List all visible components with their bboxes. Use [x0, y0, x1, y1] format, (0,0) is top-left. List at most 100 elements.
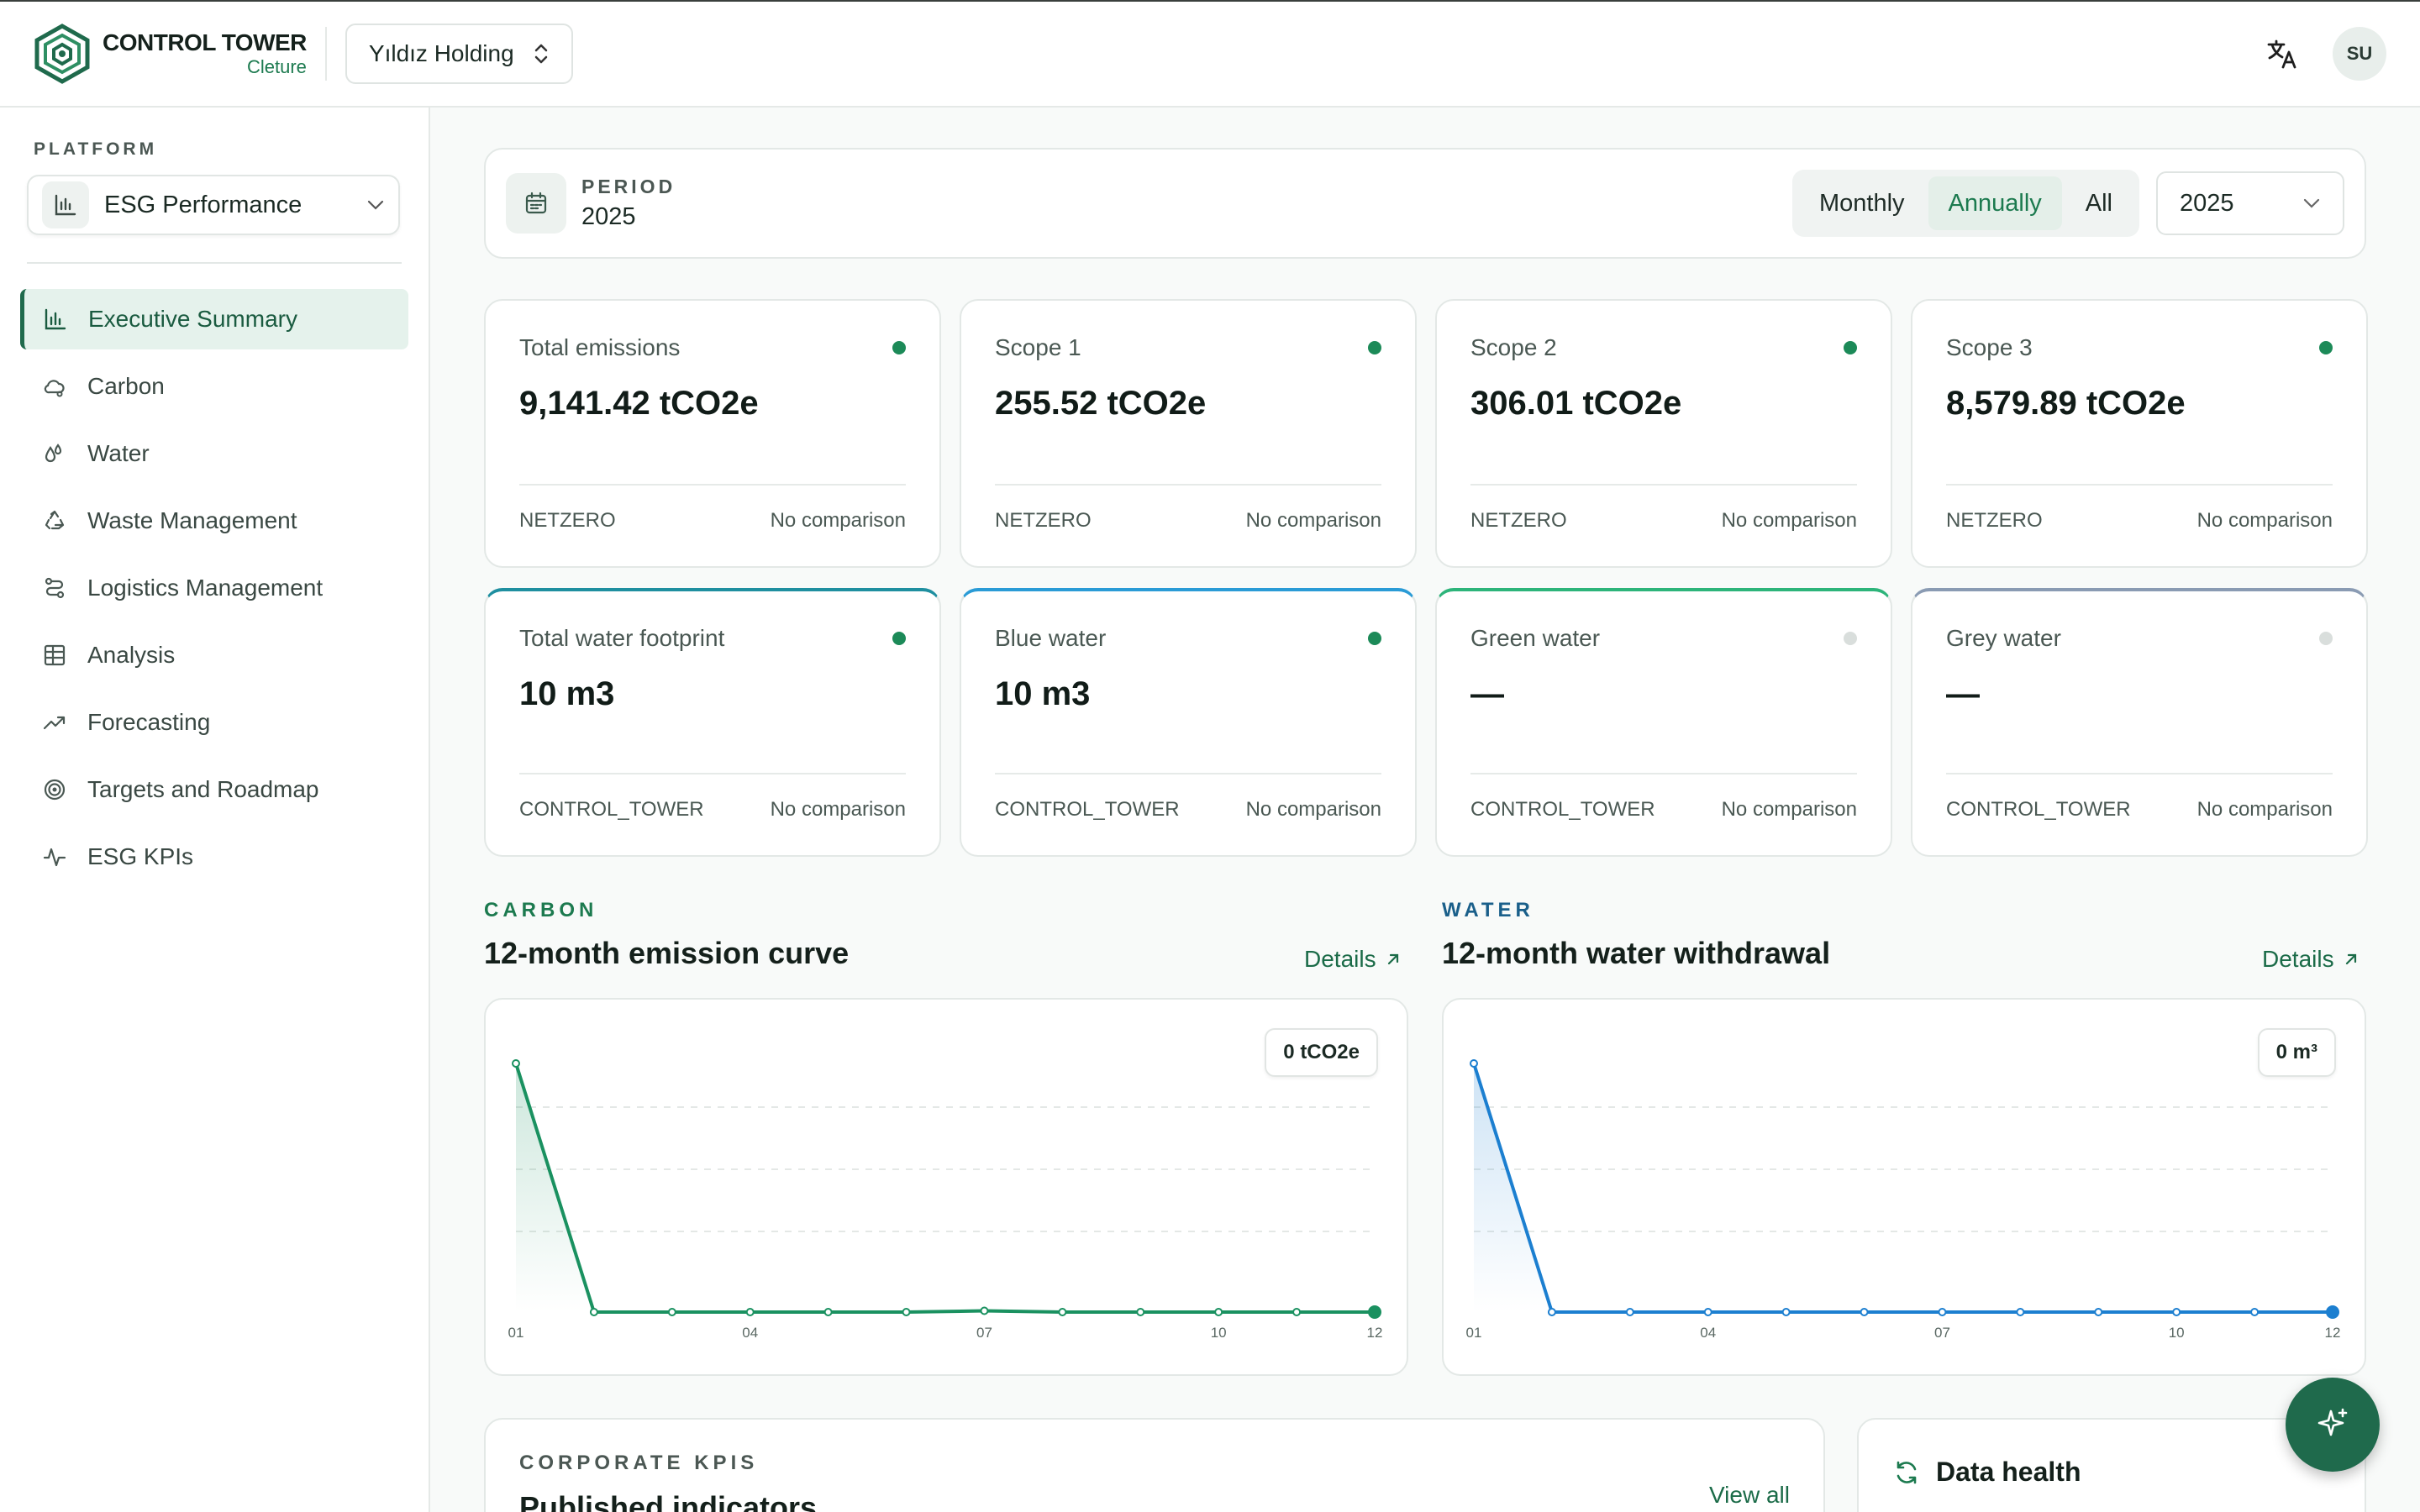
sidebar-item-carbon[interactable]: Carbon: [20, 356, 408, 417]
card-divider: [1946, 773, 2333, 774]
chevron-down-icon: [366, 199, 385, 211]
metric-comparison: No comparison: [1245, 509, 1381, 532]
droplets-icon: [42, 441, 67, 466]
x-tick-label: 04: [1700, 1325, 1716, 1341]
sidebar-item-executive-summary[interactable]: Executive Summary: [20, 289, 408, 349]
water-chart: 01 04 07 10 12 0 m³: [1442, 998, 2366, 1376]
period-mode-toggle: Monthly Annually All: [1791, 170, 2139, 237]
bar-chart-icon: [43, 307, 68, 332]
sidebar-item-label: Logistics Management: [87, 575, 324, 601]
sidebar-item-analysis[interactable]: Analysis: [20, 625, 408, 685]
data-point: [902, 1308, 911, 1316]
app-title: CONTROL TOWER: [103, 29, 307, 55]
hexagon-logo-icon: [34, 24, 91, 84]
data-point: [2016, 1308, 2025, 1316]
user-avatar[interactable]: SU: [2333, 27, 2386, 81]
metric-value: 9,141.42 tCO2e: [519, 385, 759, 422]
sidebar-item-label: Targets and Roadmap: [87, 776, 319, 802]
sidebar-item-label: Executive Summary: [88, 306, 297, 332]
data-point: [1860, 1308, 1869, 1316]
view-all-link[interactable]: View all: [1709, 1482, 1790, 1508]
sidebar-item-esg-kpis[interactable]: ESG KPIs: [20, 827, 408, 887]
sidebar-item-water[interactable]: Water: [20, 423, 408, 484]
metric-card-scope-2[interactable]: Scope 2 306.01 tCO2e NETZERO No compariso…: [1435, 299, 1892, 568]
platform-select[interactable]: ESG Performance: [27, 175, 400, 235]
metric-value: —: [1470, 675, 1504, 712]
activity-icon: [42, 844, 67, 869]
sidebar-item-label: Water: [87, 440, 150, 466]
kpis-section-label: CORPORATE KPIS: [519, 1452, 759, 1474]
kpis-title: Published indicators: [519, 1490, 818, 1512]
water-chart-svg: 01 04 07 10 12: [1466, 1059, 2341, 1341]
carbon-chart: 01 04 07 10 12 0 tCO2e: [484, 998, 1408, 1376]
sidebar-item-label: Carbon: [87, 373, 165, 399]
metric-label: Scope 2: [1470, 334, 1557, 360]
data-point: [2094, 1308, 2103, 1316]
ai-assistant-button[interactable]: [2286, 1378, 2380, 1472]
metric-card-scope-3[interactable]: Scope 3 8,579.89 tCO2e NETZERO No compari…: [1911, 299, 2368, 568]
year-select[interactable]: 2025: [2156, 171, 2344, 235]
carbon-details-link[interactable]: Details: [1304, 946, 1402, 973]
mode-all-button[interactable]: All: [2085, 189, 2112, 217]
metric-label: Scope 1: [995, 334, 1081, 360]
data-point: [1470, 1059, 1478, 1068]
x-tick-label: 01: [508, 1325, 524, 1341]
platform-name: ESG Performance: [104, 191, 302, 218]
metric-value: 10 m3: [519, 675, 615, 712]
metric-source: NETZERO: [1470, 509, 1567, 532]
mode-annually-button[interactable]: Annually: [1928, 176, 2062, 230]
sidebar-item-targets-and-roadmap[interactable]: Targets and Roadmap: [20, 759, 408, 820]
sidebar-item-forecasting[interactable]: Forecasting: [20, 692, 408, 753]
organization-select[interactable]: Yıldız Holding: [345, 24, 573, 84]
metric-source: NETZERO: [995, 509, 1092, 532]
x-tick-label: 04: [742, 1325, 758, 1341]
table-icon: [42, 643, 67, 668]
carbon-section-label: CARBON: [484, 899, 598, 921]
data-point: [1058, 1308, 1067, 1316]
sidebar-item-waste-management[interactable]: Waste Management: [20, 491, 408, 551]
app-logo[interactable]: CONTROL TOWER Cleture: [34, 24, 307, 84]
sparkles-icon: [2312, 1404, 2353, 1445]
data-point: [2250, 1308, 2260, 1316]
data-point: [980, 1306, 989, 1315]
metric-card-green-water[interactable]: Green water — CONTROL_TOWER No comparison: [1435, 588, 1892, 857]
sidebar-item-label: Waste Management: [87, 507, 297, 533]
x-tick-label: 12: [2325, 1325, 2341, 1341]
metric-card-grey-water[interactable]: Grey water — CONTROL_TOWER No comparison: [1911, 588, 2368, 857]
card-divider: [519, 484, 906, 486]
data-point: [1136, 1308, 1145, 1316]
x-tick-label: 10: [2169, 1325, 2185, 1341]
status-dot: [1844, 632, 1857, 645]
card-divider: [1470, 773, 1857, 774]
top-bar: CONTROL TOWER Cleture Yıldız Holding SU: [0, 0, 2420, 108]
water-chart-title: 12-month water withdrawal: [1442, 936, 1831, 970]
refresh-icon: [1892, 1458, 1921, 1487]
translate-icon[interactable]: [2265, 37, 2299, 71]
mode-monthly-button[interactable]: Monthly: [1818, 189, 1905, 217]
data-point: [1938, 1308, 1947, 1316]
data-point: [2326, 1305, 2339, 1319]
water-details-link[interactable]: Details: [2262, 946, 2360, 973]
data-point: [1625, 1308, 1634, 1316]
calendar-icon: [506, 173, 566, 234]
bar-chart-icon: [42, 181, 89, 228]
metric-label: Scope 3: [1946, 334, 2033, 360]
data-point: [1368, 1305, 1381, 1319]
metric-card-scope-1[interactable]: Scope 1 255.52 tCO2e NETZERO No compariso…: [960, 299, 1417, 568]
sidebar-item-label: Analysis: [87, 642, 176, 668]
metric-comparison: No comparison: [2196, 509, 2333, 532]
metric-label: Total water footprint: [519, 625, 725, 651]
metric-comparison: No comparison: [2196, 798, 2333, 821]
sidebar-item-logistics-management[interactable]: Logistics Management: [20, 558, 408, 618]
arrow-up-right-icon: [1385, 951, 1402, 968]
route-icon: [42, 575, 67, 601]
metric-source: NETZERO: [1946, 509, 2043, 532]
metric-card-total-emissions[interactable]: Total emissions 9,141.42 tCO2e NETZERO No…: [484, 299, 941, 568]
metric-card-blue-water[interactable]: Blue water 10 m3 CONTROL_TOWER No compari…: [960, 588, 1417, 857]
metric-comparison: No comparison: [770, 509, 906, 532]
period-bar: PERIOD 2025 Monthly Annually All 2025: [484, 148, 2366, 259]
metric-card-total-water-footprint[interactable]: Total water footprint 10 m3 CONTROL_TOWE…: [484, 588, 941, 857]
metric-label: Green water: [1470, 625, 1601, 651]
metric-label: Grey water: [1946, 625, 2061, 651]
data-health-title: Data health: [1936, 1457, 2081, 1487]
